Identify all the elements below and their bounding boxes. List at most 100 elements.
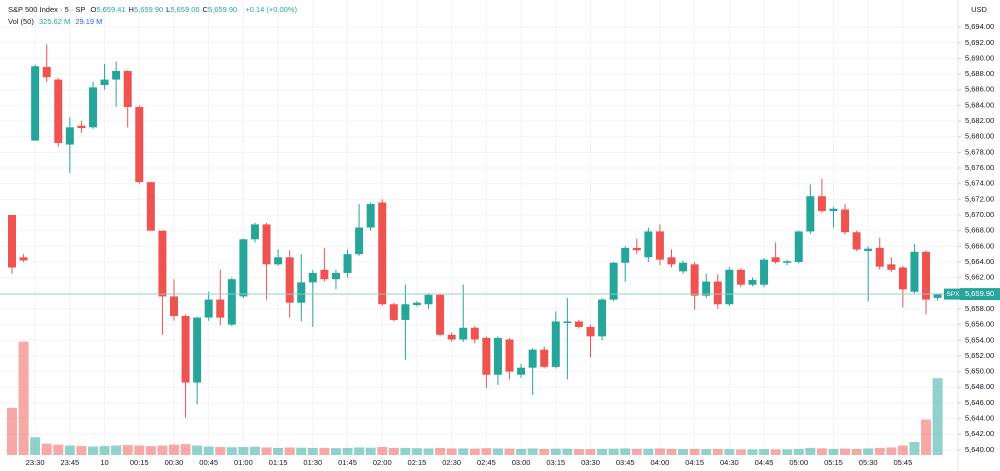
candle-body bbox=[933, 294, 942, 298]
legend: S&P 500 Index · 5 · SP O5,659.41 H5,659.9… bbox=[8, 4, 300, 28]
volume-bar bbox=[458, 448, 469, 455]
candle-body bbox=[771, 257, 780, 262]
volume-bar bbox=[388, 447, 399, 455]
volume-bar bbox=[157, 445, 168, 455]
candle-body bbox=[470, 327, 479, 340]
candle-body bbox=[621, 247, 630, 263]
volume-bar bbox=[735, 449, 746, 455]
volume-bar bbox=[226, 447, 237, 455]
volume-bar bbox=[273, 447, 284, 455]
volume-bar bbox=[446, 448, 457, 455]
x-tick-label: 04:15 bbox=[685, 458, 704, 467]
y-tick-label: 5,684.00 bbox=[965, 100, 994, 109]
volume-bar bbox=[932, 378, 943, 455]
y-tick-label: 5,668.00 bbox=[965, 226, 994, 235]
volume-bar bbox=[782, 449, 793, 455]
candle-body bbox=[169, 296, 178, 317]
candle-body bbox=[193, 317, 202, 383]
volume-bar bbox=[701, 449, 712, 455]
candle-body bbox=[528, 349, 537, 368]
y-tick-label: 5,648.00 bbox=[965, 382, 994, 391]
volume-bar bbox=[724, 449, 735, 455]
x-tick-label: 04:00 bbox=[651, 458, 670, 467]
x-tick-label: 00:45 bbox=[199, 458, 218, 467]
x-tick-label: 05:00 bbox=[789, 458, 808, 467]
y-tick-label: 5,656.00 bbox=[965, 320, 994, 329]
candle-body bbox=[331, 272, 340, 280]
candle-body bbox=[227, 279, 236, 325]
candle-body bbox=[378, 202, 387, 305]
candle-body bbox=[285, 257, 294, 303]
volume-bar bbox=[770, 449, 781, 455]
candle-body bbox=[829, 208, 838, 212]
candle-body bbox=[505, 339, 514, 372]
y-tick-label: 5,690.00 bbox=[965, 53, 994, 62]
volume-bar bbox=[874, 447, 885, 455]
price-tag-symbol-bg bbox=[944, 288, 962, 300]
volume-bar bbox=[249, 446, 260, 455]
y-tick-label: 5,658.00 bbox=[965, 304, 994, 313]
volume-bar bbox=[330, 448, 341, 455]
candle-body bbox=[540, 349, 549, 367]
volume-bar bbox=[805, 447, 816, 455]
volume-bar bbox=[284, 447, 295, 455]
price-axis-bg bbox=[958, 0, 1000, 471]
candle-body bbox=[54, 79, 63, 143]
candle-body bbox=[922, 251, 931, 300]
candle-body bbox=[65, 127, 74, 145]
candle-body bbox=[563, 321, 572, 324]
x-tick-label: 02:45 bbox=[477, 458, 496, 467]
y-tick-label: 5,686.00 bbox=[965, 85, 994, 94]
volume-bar bbox=[377, 446, 388, 455]
y-tick-label: 5,692.00 bbox=[965, 38, 994, 47]
candle-body bbox=[482, 337, 491, 375]
candle-body bbox=[598, 299, 607, 337]
volume-bar bbox=[597, 448, 608, 455]
y-tick-label: 5,694.00 bbox=[965, 22, 994, 31]
price-tag-bg bbox=[960, 288, 1000, 301]
volume-bar bbox=[41, 443, 52, 455]
volume-bar bbox=[180, 444, 191, 455]
volume-bar bbox=[897, 445, 908, 455]
candle-body bbox=[412, 302, 421, 306]
candle-body bbox=[88, 87, 97, 128]
volume-bar bbox=[319, 447, 330, 455]
candle-body bbox=[817, 196, 826, 212]
candle-body bbox=[19, 257, 28, 261]
y-tick-label: 5,666.00 bbox=[965, 241, 994, 250]
volume-bar bbox=[573, 449, 584, 455]
candle-body bbox=[135, 106, 144, 183]
candle-body bbox=[308, 272, 317, 283]
candle-body bbox=[320, 269, 329, 280]
candle-body bbox=[632, 247, 641, 251]
currency: USD bbox=[971, 5, 987, 14]
candle-body bbox=[806, 196, 815, 232]
candle-body bbox=[204, 299, 213, 318]
candle-body bbox=[898, 267, 907, 290]
candle-body bbox=[297, 282, 306, 303]
candle-body bbox=[864, 248, 873, 252]
x-tick-label: 03:00 bbox=[512, 458, 531, 467]
candle-body bbox=[783, 261, 792, 263]
y-tick-label: 5,650.00 bbox=[965, 367, 994, 376]
candle-body bbox=[875, 247, 884, 267]
ohlc: O5,659.41 H5,659.90 L5,659.06 C5,659.90 bbox=[91, 5, 241, 14]
volume-bar bbox=[886, 447, 897, 455]
price-tag-symbol: SPX bbox=[946, 291, 960, 298]
x-tick-label: 04:30 bbox=[720, 458, 739, 467]
y-tick-label: 5,672.00 bbox=[965, 194, 994, 203]
volume-bar bbox=[863, 448, 874, 455]
candle-body bbox=[146, 182, 155, 231]
y-tick-label: 5,676.00 bbox=[965, 163, 994, 172]
volume-bar bbox=[111, 445, 122, 455]
x-tick-label: 05:45 bbox=[893, 458, 912, 467]
x-tick-label: 00:15 bbox=[130, 458, 149, 467]
volume-bar bbox=[851, 448, 862, 455]
volume-bar bbox=[342, 447, 353, 455]
candle-body bbox=[736, 269, 745, 285]
volume-bar bbox=[400, 447, 411, 455]
volume-bar bbox=[238, 446, 249, 455]
volume-bar bbox=[307, 447, 318, 455]
